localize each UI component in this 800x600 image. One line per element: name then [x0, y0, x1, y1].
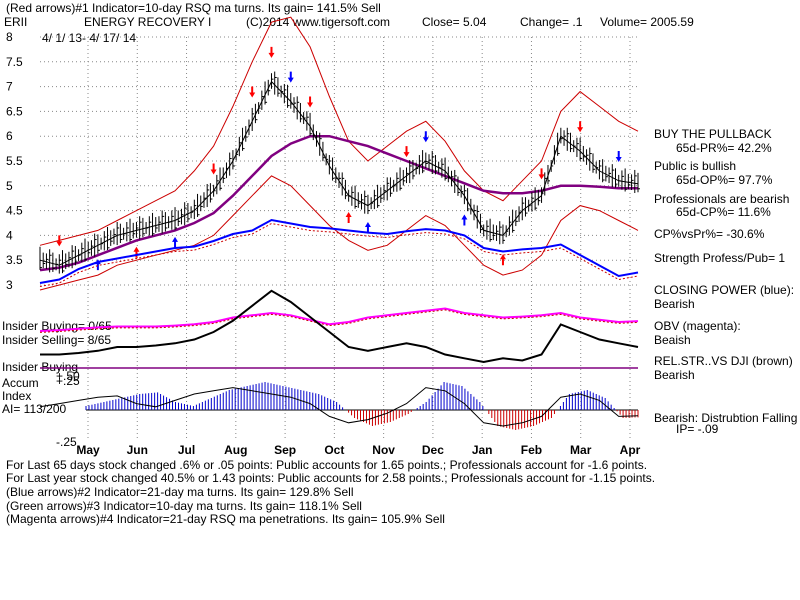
month-label: Mar: [570, 443, 592, 457]
change-value: Change= .1: [520, 15, 583, 29]
stock-chart: 8 7.5 7 6.5 6 5.5 5 4.5 4 3.5 3 May Jun Jul Aug Sep Oct…: [6, 16, 641, 457]
lower-band-line: [39, 175, 639, 291]
footer-green-arrows: (Green arrows)#3 Indicator=10-day ma tur…: [6, 499, 362, 513]
obv-value: Beaish: [654, 333, 691, 347]
y-tick-label: 3.5: [6, 253, 23, 267]
copyright: (C)2014 www.tigersoft.com: [246, 15, 391, 29]
signal-arrow-down: [538, 168, 545, 180]
upper-band-line: [39, 16, 639, 246]
obv-label: OBV (magenta):: [654, 319, 741, 333]
accum-tick-plus50: +.50: [56, 369, 80, 383]
y-tick-label: 6.5: [6, 104, 23, 118]
y-tick-label: 5: [6, 179, 13, 193]
signal-arrow-up: [461, 214, 468, 226]
cp65-label: 65d-CP%= 11.6%: [676, 205, 771, 219]
signal-arrow-down: [403, 146, 410, 158]
y-tick-label: 5.5: [6, 154, 23, 168]
pros-bearish-label: Professionals are bearish: [654, 192, 790, 206]
month-label: Aug: [224, 443, 247, 457]
closing-power-line: [39, 218, 639, 284]
y-tick-label: 8: [6, 30, 13, 44]
y-tick-labels: 8 7.5 7 6.5 6 5.5 5 4.5 4 3.5 3: [6, 30, 23, 292]
close-value: Close= 5.04: [422, 15, 487, 29]
signal-arrow-down: [577, 121, 584, 133]
footer-magenta-arrows: (Magenta arrows)#4 Indicator=21-day RSQ …: [6, 512, 445, 526]
footer-65day: For Last 65 days stock changed .6% or .0…: [6, 458, 648, 472]
volume-value: Volume= 2005.59: [600, 15, 694, 29]
y-tick-label: 7: [6, 80, 13, 94]
index-label: Index: [2, 389, 32, 403]
strength-label: Strength Profess/Pub= 1: [654, 251, 786, 265]
op65-label: 65d-OP%= 97.7%: [676, 173, 773, 187]
signal-arrow-down: [268, 46, 275, 58]
relstr-line: [40, 289, 639, 364]
footer-blue-arrows: (Blue arrows)#2 Indicator=21-day ma turn…: [6, 485, 354, 499]
signal-arrow-down: [615, 151, 622, 163]
signal-arrow-down: [287, 71, 294, 83]
obv-line: [39, 307, 639, 332]
signal-arrow-up: [172, 236, 179, 248]
y-tick-label: 3: [6, 278, 13, 292]
month-label: Jan: [472, 443, 493, 457]
accum-ma-line: [39, 387, 639, 427]
price-bars: [39, 71, 640, 274]
accum-label: Accum: [2, 376, 39, 390]
relstr-label: REL.STR..VS DJI (brown): [654, 354, 793, 368]
accum-index-bars: [39, 382, 639, 430]
closing-power-label: CLOSING POWER (blue):: [654, 283, 795, 297]
footer-year: For Last year stock changed 40.5% or 1.4…: [6, 471, 656, 485]
obv-line: [39, 307, 639, 333]
y-tick-label: 4: [6, 228, 13, 242]
month-label: Sep: [274, 443, 296, 457]
month-label: Dec: [422, 443, 444, 457]
month-label: Oct: [324, 443, 344, 457]
signal-arrow-up: [133, 246, 140, 258]
signal-arrows: [56, 46, 622, 271]
month-label: Feb: [521, 443, 542, 457]
month-label: May: [76, 443, 100, 457]
buy-pullback-label: BUY THE PULLBACK: [654, 127, 772, 141]
signal-arrow-up: [364, 221, 371, 233]
month-label: Jun: [127, 443, 148, 457]
price-bands: [39, 16, 639, 291]
signal-arrow-down: [249, 86, 256, 98]
bearish-dist-label: Bearish: Distrubtion Falling: [654, 411, 798, 425]
y-tick-label: 6: [6, 129, 13, 143]
close-price-line: [39, 80, 639, 266]
public-bullish-label: Public is bullish: [654, 159, 737, 173]
ai-label: AI= 113/200: [2, 402, 67, 416]
insider-selling-label: Insider Selling= 8/65: [2, 333, 112, 347]
y-tick-label: 4.5: [6, 204, 23, 218]
obv-ma-line: [39, 309, 639, 333]
ticker-symbol: ERII: [4, 15, 28, 29]
accum-tick-plus25: +.25: [56, 374, 80, 388]
pr65-label: 65d-PR%= 42.2%: [676, 141, 772, 155]
cp-vs-pr-label: CP%vsPr%= -30.6%: [654, 227, 765, 241]
date-range: 4/ 1/ 13- 4/ 17/ 14: [42, 31, 137, 45]
signal-arrow-down: [56, 235, 63, 247]
closing-power-value: Bearish: [654, 297, 695, 311]
closing-power-line: [39, 218, 639, 287]
signal-arrow-up: [499, 254, 506, 266]
month-label: Jul: [178, 443, 195, 457]
signal-arrow-down: [210, 163, 217, 175]
month-label: Nov: [372, 443, 395, 457]
relstr-value: Bearish: [654, 368, 695, 382]
relstr-line: [40, 289, 639, 364]
month-labels: May Jun Jul Aug Sep Oct Nov Dec Jan Feb Mar Apr: [76, 443, 640, 457]
company-name: ENERGY RECOVERY I: [84, 15, 212, 29]
ip-label: IP= -.09: [676, 422, 719, 436]
accum-tick-minus25: -.25: [56, 435, 77, 449]
signal-arrow-down: [307, 96, 314, 108]
insider-buying-label-2: Insider Buying: [2, 360, 79, 374]
month-label: Apr: [620, 443, 641, 457]
closing-power-ma-line: [39, 222, 639, 287]
y-tick-label: 7.5: [6, 55, 23, 69]
signal-arrow-up: [345, 212, 352, 224]
header-indicator-line: (Red arrows)#1 Indicator=10-day RSQ ma t…: [6, 1, 381, 15]
signal-arrow-down: [422, 131, 429, 143]
